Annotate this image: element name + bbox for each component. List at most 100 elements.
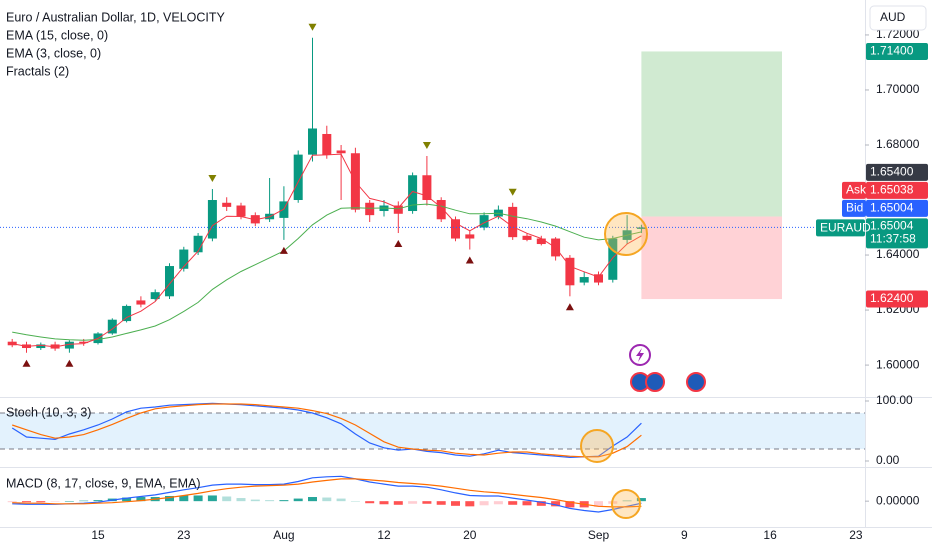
candle-body <box>165 266 174 297</box>
indicator-line <box>11 402 642 459</box>
histogram-bar <box>122 497 132 502</box>
target-label-box <box>866 42 928 60</box>
histogram-bar <box>265 500 275 502</box>
ask-label-box <box>866 181 928 199</box>
histogram-bar <box>236 498 246 502</box>
x-tick-label: 23 <box>849 528 863 542</box>
fractal-down <box>279 246 288 254</box>
candle-body <box>636 227 646 229</box>
histogram-bar <box>36 501 46 503</box>
plot-layer: 1.720001.700001.680001.640001.620001.600… <box>0 23 928 542</box>
candle-body <box>64 341 74 349</box>
indicator-line <box>12 475 642 513</box>
candle-body <box>451 219 460 239</box>
candle-body <box>479 215 489 228</box>
candle-body <box>308 128 317 155</box>
candle-body <box>136 300 146 305</box>
histogram-bar <box>565 501 575 508</box>
countdown-text: 11:37:58 <box>870 232 916 246</box>
candle-body <box>565 257 575 286</box>
histogram-bar <box>222 496 232 502</box>
candle-body <box>393 205 403 214</box>
histogram-bar <box>22 501 31 503</box>
histogram-bar <box>522 501 532 506</box>
ask-label-text: 1.65038 <box>870 183 914 197</box>
candle-body <box>365 202 375 216</box>
candle-body <box>322 133 332 155</box>
fractal-up <box>308 23 317 31</box>
entry-label-box <box>866 163 928 181</box>
histogram-bar <box>408 501 418 504</box>
histogram-bar <box>64 501 74 502</box>
x-tick-label: 16 <box>763 528 777 542</box>
x-tick-label: 12 <box>377 528 391 542</box>
y-tick-label: 1.70000 <box>876 82 920 96</box>
histogram-bar <box>422 501 432 504</box>
candle-body <box>436 200 446 220</box>
x-tick-label: 20 <box>463 528 477 542</box>
fractal-down <box>565 303 574 311</box>
candle-body <box>579 277 589 283</box>
bid-name: Bid <box>846 201 863 215</box>
histogram-bar <box>7 501 17 503</box>
highlight-circle <box>611 489 641 519</box>
x-tick-label: 9 <box>681 528 688 542</box>
highlight-circle <box>604 212 648 256</box>
histogram-bar <box>493 501 503 505</box>
currency-label: AUD <box>880 10 906 24</box>
candle-body <box>293 154 303 201</box>
entry-label-text: 1.65400 <box>870 165 914 179</box>
candle-body <box>207 200 217 239</box>
histogram-bar <box>136 497 146 502</box>
candle-body <box>7 341 17 346</box>
candle-body <box>36 344 46 349</box>
histogram-bar <box>393 501 403 505</box>
histogram-bar <box>165 495 174 502</box>
highlight-circle <box>580 429 614 463</box>
target-label-text: 1.71400 <box>870 44 914 58</box>
histogram-bar <box>308 497 317 502</box>
histogram-bar <box>193 495 203 502</box>
x-tick-label: Sep <box>588 528 610 542</box>
candle-body <box>594 274 603 283</box>
fractal-down <box>465 256 474 264</box>
symbol-box <box>816 219 865 237</box>
histogram-bar <box>322 497 332 502</box>
stoch-band <box>0 413 865 449</box>
histogram-bar <box>551 501 561 507</box>
histogram-bar <box>50 501 60 502</box>
histogram-bar <box>250 499 260 502</box>
candle-body <box>508 206 518 238</box>
fractal-down <box>22 359 31 367</box>
candle-body <box>608 238 618 280</box>
event-icon[interactable] <box>645 372 665 392</box>
symbol-text: EURAUD <box>820 221 871 235</box>
y-tick-label: 1.72000 <box>876 27 920 41</box>
candle-body <box>79 341 89 344</box>
fractal-down <box>65 359 74 367</box>
histogram-bar <box>365 501 375 504</box>
bid-name-box <box>842 199 866 217</box>
y-tick-label: 1.60000 <box>876 357 920 371</box>
y-tick-label: 0.00 <box>876 453 900 467</box>
ask-name: Ask <box>846 183 867 197</box>
currency-button[interactable] <box>869 5 927 31</box>
histogram-bar <box>350 501 360 502</box>
x-tick-label: Aug <box>273 528 294 542</box>
candle-body <box>236 205 246 217</box>
last-price-text: 1.65004 <box>870 219 914 233</box>
candle-body <box>536 238 546 245</box>
x-tick-label: 23 <box>177 528 191 542</box>
indicator-line <box>12 203 642 341</box>
histogram-bar <box>379 501 389 505</box>
event-icon[interactable] <box>686 372 706 392</box>
histogram-bar <box>465 501 475 507</box>
ask-name-box <box>842 181 866 199</box>
event-icons <box>629 344 706 392</box>
y-tick-label: 0.00000 <box>876 493 920 507</box>
legend-entry: Fractals (2) <box>6 64 69 78</box>
fractal-down <box>394 240 403 248</box>
candle-body <box>465 234 475 239</box>
histogram-bar <box>93 500 103 502</box>
